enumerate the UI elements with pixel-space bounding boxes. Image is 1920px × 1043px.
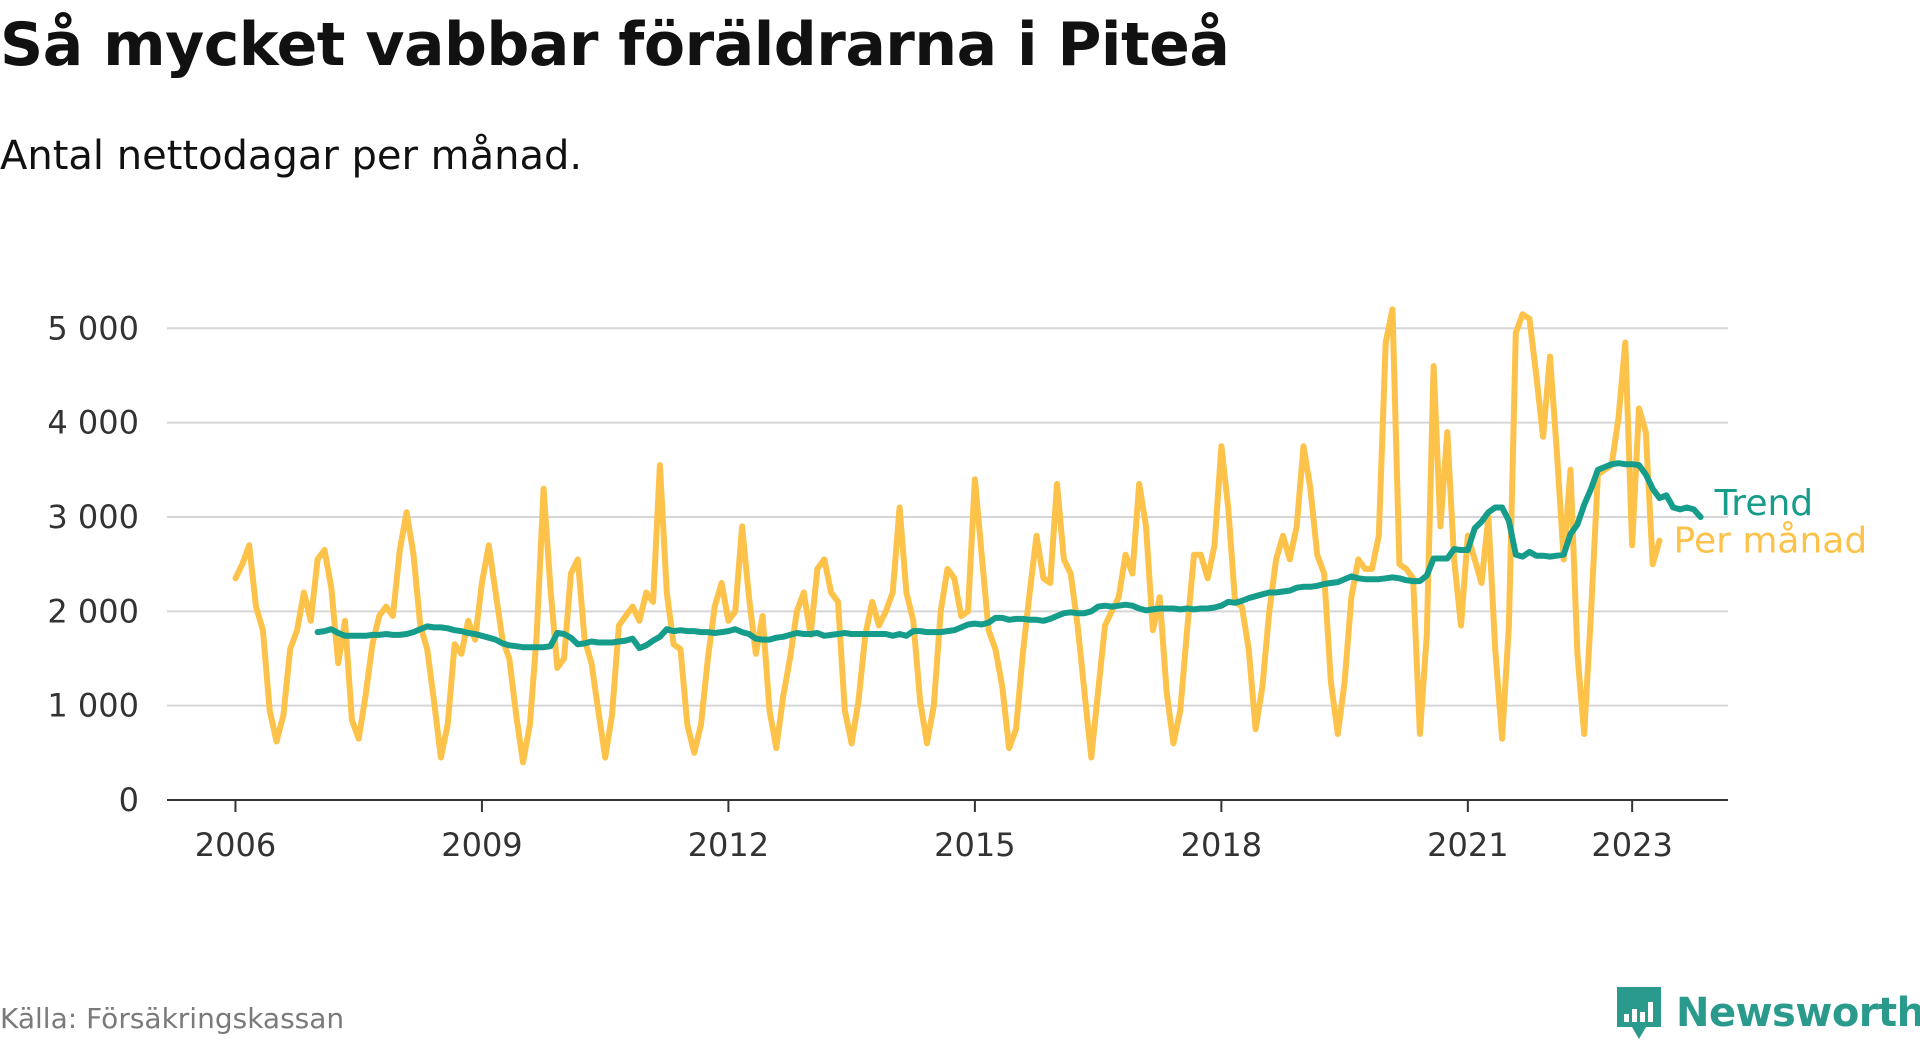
chart-title: Så mycket vabbar föräldrarna i Piteå [0,10,1230,80]
x-tick-label: 2009 [441,826,522,864]
series-label-per-manad: Per månad [1674,521,1868,562]
y-tick-label: 0 [119,781,139,819]
source-note: Källa: Försäkringskassan [0,1002,345,1035]
line-chart: 0 1 000 2 000 3 000 4 000 5 000 2006 2009 2012 20… [47,306,1868,864]
chart-subtitle: Antal nettodagar per månad. [0,133,583,179]
x-tick-label: 2015 [934,826,1015,864]
x-tick-label: 2021 [1427,826,1508,864]
y-tick-label: 3 000 [47,498,139,536]
series-label-trend: Trend [1714,483,1814,524]
series-line-trend [314,460,1704,652]
y-tick-label: 5 000 [47,309,139,347]
x-tick-label: 2012 [688,826,769,864]
y-tick-label: 1 000 [47,687,139,725]
x-tick-label: 2006 [195,826,276,864]
x-tick-label: 2018 [1181,826,1262,864]
series-line-per-manad [232,306,1663,766]
newsworthy-logo-icon [1617,987,1661,1039]
brand-name: Newsworthy [1676,990,1920,1036]
y-tick-label: 4 000 [47,404,139,442]
brand-logo[interactable]: Newsworthy [1614,983,1920,1043]
x-tick-label: 2023 [1591,826,1672,864]
y-tick-label: 2 000 [47,592,139,630]
